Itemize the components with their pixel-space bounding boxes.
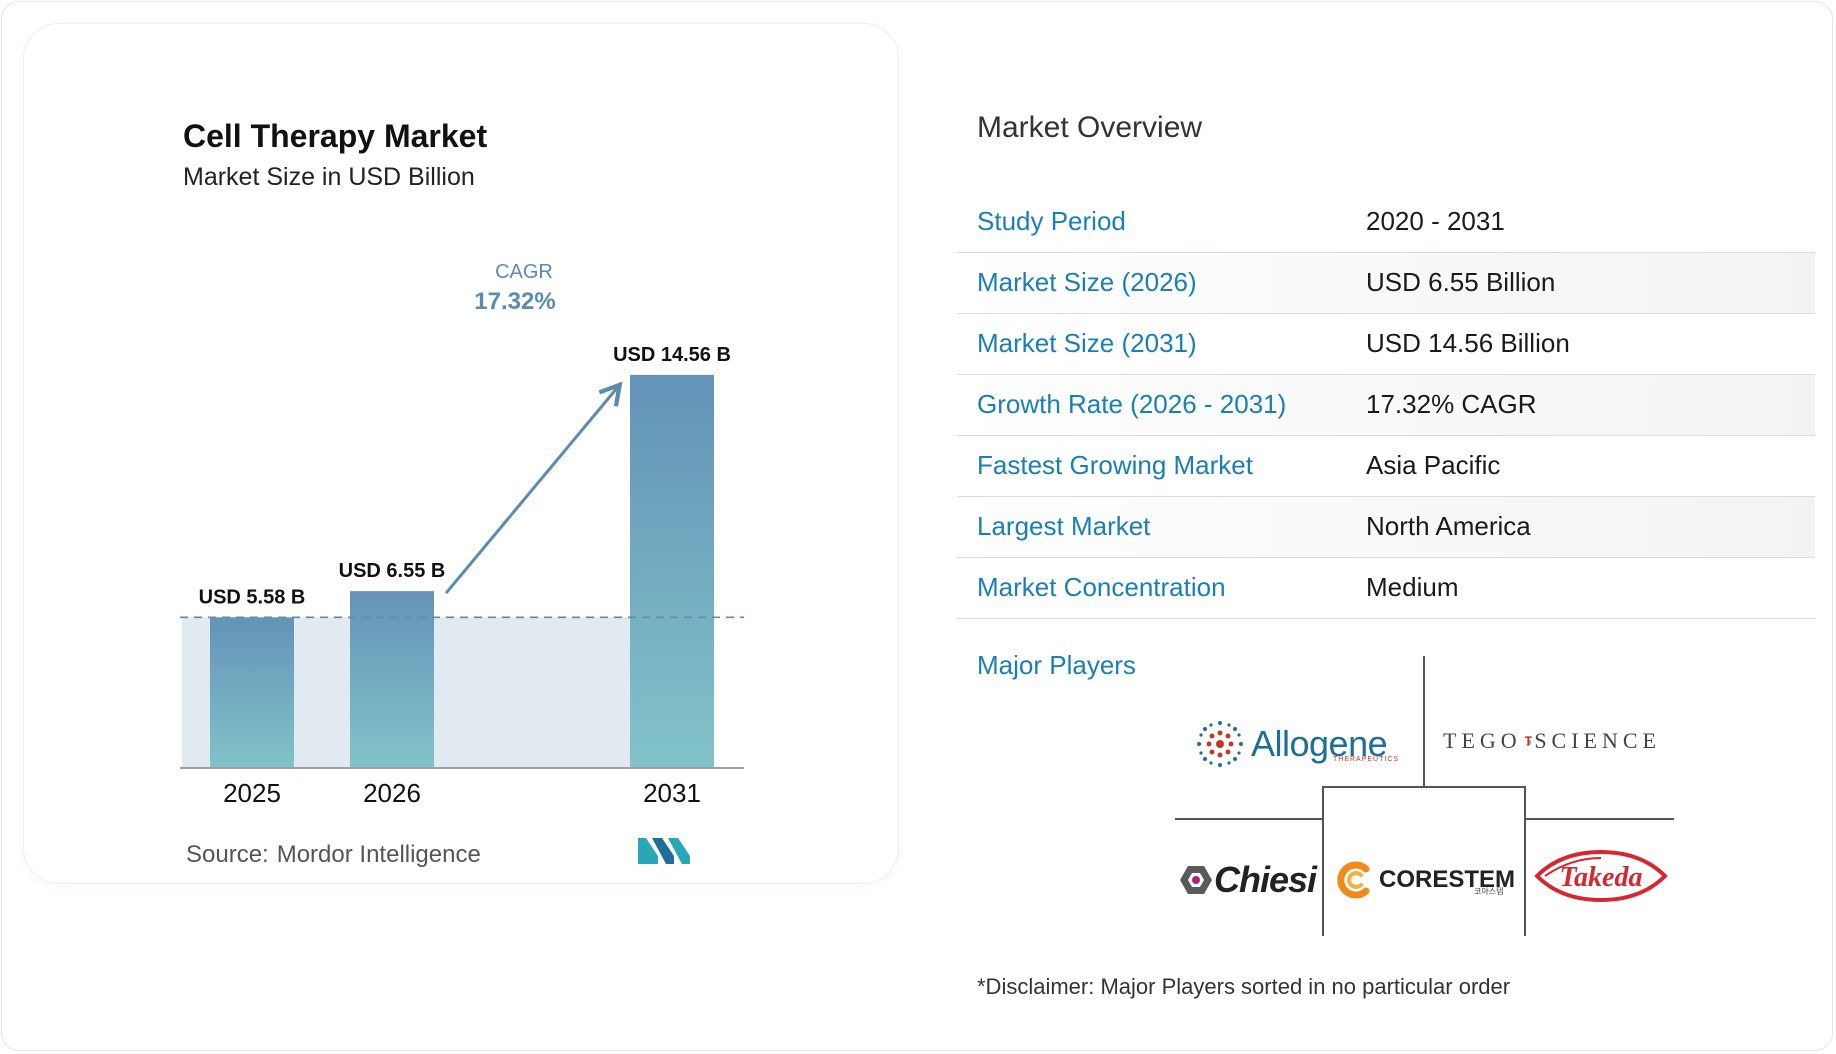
overview-row: Growth Rate (2026 - 2031) 17.32% CAGR: [957, 375, 1815, 436]
overview-row: Largest Market North America: [957, 497, 1815, 558]
overview-value: USD 14.56 Billion: [1366, 328, 1570, 358]
overview-row: Fastest Growing Market Asia Pacific: [957, 436, 1815, 497]
x-tick-2026: 2026: [363, 778, 421, 808]
data-label-2031: USD 14.56 B: [613, 344, 731, 366]
chart-title: Cell Therapy Market: [183, 118, 488, 154]
overview-row: Market Concentration Medium: [957, 558, 1815, 619]
cagr-value: 17.32%: [474, 288, 555, 315]
overview-label: Growth Rate (2026 - 2031): [977, 389, 1287, 419]
major-players-label: Major Players: [977, 650, 1136, 680]
bar-2025: [210, 617, 294, 768]
corestem-logo: CORESTEM 코아스템: [1333, 852, 1519, 908]
overview-table: Study Period 2020 - 2031 Market Size (20…: [957, 192, 1815, 619]
overview-row: Market Size (2026) USD 6.55 Billion: [957, 253, 1815, 314]
chart-subtitle: Market Size in USD Billion: [183, 163, 475, 191]
overview-value: USD 6.55 Billion: [1366, 267, 1556, 297]
disclaimer: *Disclaimer: Major Players sorted in no …: [977, 974, 1511, 999]
tego-right: SCIENCE: [1534, 728, 1661, 753]
overview-label: Study Period: [977, 206, 1126, 236]
allogene-logo: Allogene THERAPEUTICS: [1193, 714, 1413, 774]
overview-value: 2020 - 2031: [1366, 206, 1505, 236]
bar-2031: [630, 374, 714, 768]
players-divider: [1524, 786, 1526, 936]
chiesi-mark-icon: [1180, 866, 1212, 894]
tego-science-logo: TEGO SCIENCE: [1443, 716, 1661, 766]
tego-left: TEGO: [1443, 728, 1522, 753]
overview-row: Market Size (2031) USD 14.56 Billion: [957, 314, 1815, 375]
chiesi-logo: Chiesi: [1178, 852, 1318, 908]
cagr-label: CAGR: [495, 261, 553, 283]
chiesi-name: Chiesi: [1214, 859, 1317, 900]
allogene-name: Allogene: [1251, 723, 1388, 764]
overview-value: 17.32% CAGR: [1366, 389, 1537, 419]
takeda-logo: Takeda: [1534, 849, 1668, 903]
overview-label: Largest Market: [977, 511, 1151, 541]
data-label-2026: USD 6.55 B: [339, 560, 446, 582]
corestem-mark-icon: [1337, 861, 1370, 899]
overview-title: Market Overview: [977, 111, 1203, 144]
players-divider: [1322, 786, 1525, 788]
bar-chart: USD 5.58 B 2025 USD 6.55 B 2026 USD 14.56 B 2…: [180, 261, 744, 808]
players-divider: [1524, 818, 1674, 820]
overview-label: Fastest Growing Market: [977, 450, 1253, 480]
x-tick-2031: 2031: [643, 778, 701, 808]
overview-row: Study Period 2020 - 2031: [957, 192, 1815, 253]
players-divider: [1322, 786, 1324, 936]
bar-2026: [350, 591, 434, 768]
overview-label: Market Concentration: [977, 572, 1226, 602]
mordor-logo-icon: [638, 838, 690, 864]
source-line: Source: Mordor Intelligence: [186, 841, 481, 869]
corestem-name: CORESTEM: [1379, 866, 1516, 893]
tego-mark-icon: [1524, 736, 1532, 746]
overview-label: Market Size (2026): [977, 267, 1197, 297]
takeda-name: Takeda: [1560, 862, 1643, 893]
corestem-sub: 코아스템: [1474, 887, 1504, 896]
x-tick-2025: 2025: [223, 778, 281, 808]
overview-value: Medium: [1366, 572, 1459, 602]
overview-value: Asia Pacific: [1366, 450, 1501, 480]
overview-label: Market Size (2031): [977, 328, 1197, 358]
source-value: Mordor Intelligence: [276, 841, 481, 868]
data-label-2025: USD 5.58 B: [199, 586, 306, 608]
players-divider: [1423, 656, 1425, 786]
cagr-arrow: [444, 381, 623, 595]
allogene-sub: THERAPEUTICS: [1333, 756, 1400, 763]
source-label: Source:: [186, 841, 269, 868]
overview-value: North America: [1366, 511, 1531, 541]
players-divider: [1175, 818, 1323, 820]
allogene-mark-icon: [1197, 721, 1243, 767]
